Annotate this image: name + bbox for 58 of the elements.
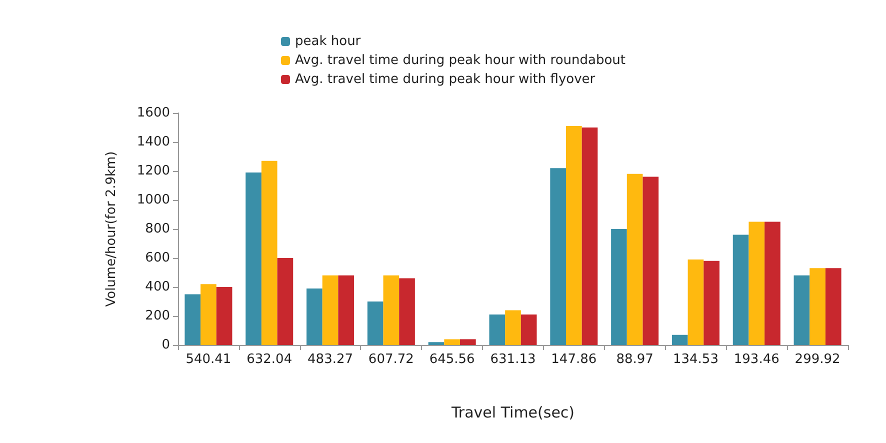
x-tick-label: 147.86 [551,352,597,367]
y-tick-label: 1600 [136,106,170,120]
y-tick-label: 400 [145,280,170,294]
x-tick-label: 632.04 [246,352,292,367]
legend-label: peak hour [295,34,362,49]
bar [383,275,400,345]
y-axis-title: Volume/hour(for 2.9km) [104,151,119,307]
x-tick-label: 631.13 [490,352,536,367]
y-tick-label: 1200 [136,164,170,178]
x-tick-label: 607.72 [368,352,414,367]
bar [672,334,688,345]
y-tick-label: 0 [162,338,170,352]
bar [184,294,201,345]
bar [399,278,415,345]
bar [566,126,582,345]
bar [825,268,842,345]
bar [489,314,506,345]
legend-label: Avg. travel time during peak hour with roundabout [295,53,626,68]
bar [444,339,460,345]
bar [611,229,627,345]
bar [460,339,476,345]
bar [642,176,659,345]
y-tick-label: 600 [145,250,170,266]
bar [200,284,216,345]
bar [428,342,444,345]
x-tick-label: 193.46 [734,352,780,367]
bar [688,259,704,345]
bar [246,172,262,345]
bar [367,302,384,345]
bar [794,275,810,345]
bar [810,268,826,345]
x-tick-label: 540.41 [186,352,232,367]
y-tick-label: 1000 [136,192,170,208]
y-tick-label: 800 [145,222,170,236]
x-tick-label: 483.27 [308,352,354,367]
bar [626,174,643,345]
bar [322,275,338,345]
x-tick-label: 134.53 [672,352,718,367]
bar [704,260,720,345]
bar [550,168,566,345]
bar [582,128,598,345]
bar [505,310,521,345]
x-axis-title: Travel Time(sec) [450,404,575,422]
x-tick-label: 645.56 [429,352,475,367]
bar [748,222,765,345]
bar [764,222,780,345]
y-tick-label: 200 [145,308,170,324]
bar [732,234,749,345]
x-tick-label: 299.92 [794,352,840,367]
legend-label: Avg. travel time during peak hour with flyover [295,72,596,87]
bar [306,288,322,345]
bar [216,287,232,345]
bar [261,160,278,345]
bar [520,314,537,345]
y-tick-label: 1400 [136,134,170,150]
x-tick-label: 88.97 [616,352,654,367]
bar [338,275,354,345]
bar [277,258,294,345]
